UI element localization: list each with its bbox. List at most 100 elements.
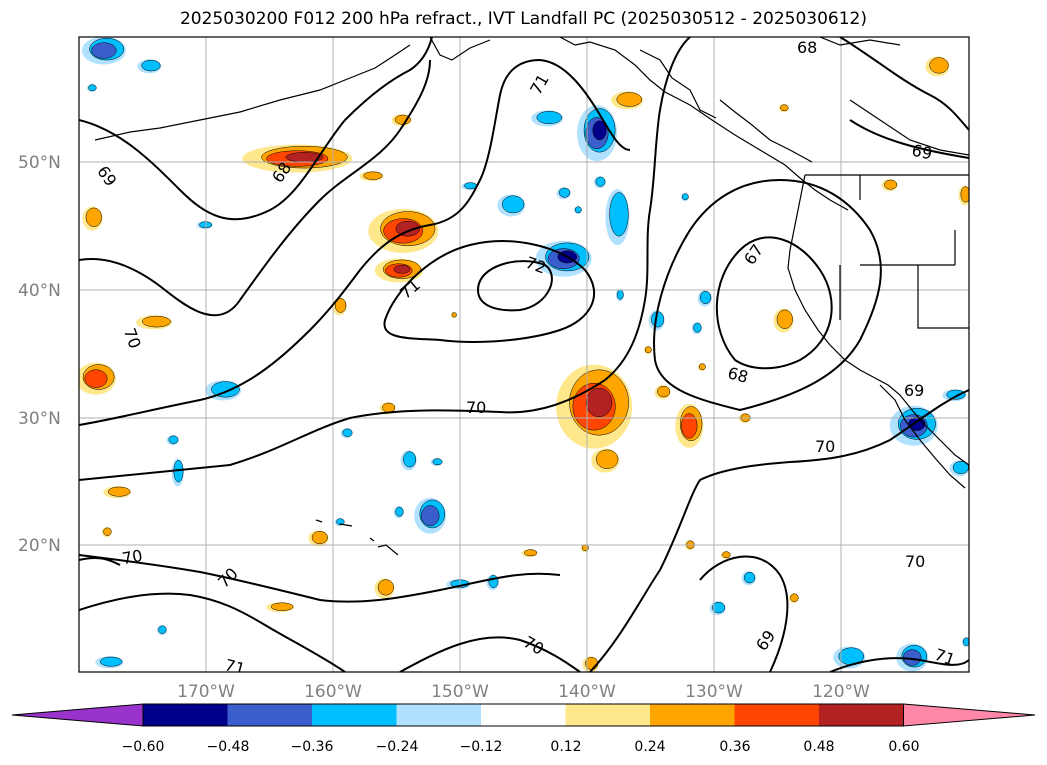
colorbar-tick-label: 0.60 [888,739,919,755]
lat-label-40n: 40°N [18,281,61,301]
contour-label: 68 [726,363,751,387]
latitude-labels: 50°N 40°N 30°N 20°N [18,153,61,556]
positive-anomaly-patch [524,549,538,557]
lon-label-120w: 120°W [812,682,870,702]
positive-anomaly-patch [595,449,619,469]
contour-label: 70 [905,552,925,571]
positive-anomaly-patch [780,104,789,112]
positive-anomaly-patch [616,92,643,107]
positive-anomaly-patch [85,207,102,227]
contour-label: 70 [121,546,144,568]
positive-anomaly-patch [657,385,671,398]
positive-anomaly-patch [334,298,347,313]
negative-anomaly-patch [88,84,97,92]
positive-anomaly-patch [681,413,698,439]
lon-label-170w: 170°W [177,682,235,702]
lon-label-130w: 130°W [685,682,743,702]
colorbar-tick-label: −0.48 [207,739,250,755]
colorbar-extend-low [11,703,144,727]
colorbar-segment [396,704,482,726]
negative-anomaly-patch [395,506,404,517]
positive-anomaly-patch [884,179,898,190]
colorbar-segment [227,704,313,726]
contour-label: 71 [223,655,248,679]
positive-anomaly-patch [103,527,112,536]
positive-anomaly-patch [311,531,328,545]
lon-label-140w: 140°W [558,682,616,702]
negative-anomaly-patch [432,458,443,466]
map-frame [78,36,970,673]
positive-anomaly-patch [776,309,793,329]
positive-anomaly-patch [790,593,799,602]
colorbar-segment [143,704,228,726]
colorbar-tick-label: −0.24 [376,739,419,755]
negative-anomaly-patch [168,435,179,444]
negative-anomaly-patch [946,389,966,400]
colorbar-tick-label: −0.60 [122,739,165,755]
colorbar: −0.60 −0.48 −0.36 −0.24 −0.12 0.12 0.24 … [11,703,1036,755]
negative-anomaly-patch [99,656,123,667]
colorbar-frame [142,703,904,727]
negative-anomaly-patch [536,111,563,125]
colorbar-extend-high [903,703,1036,727]
map-panel: 68 71 69 68 72 71 67 69 70 68 70 69 70 7… [79,37,969,679]
contour-label: 69 [910,141,934,164]
positive-anomaly-patch [581,544,589,552]
colorbar-tick-label: 0.36 [719,739,750,755]
positive-anomaly-patch [363,171,383,180]
anomaly-shading [79,37,969,672]
negative-anomaly-patch [403,451,417,468]
negative-anomaly-patch [141,59,161,72]
positive-anomaly-patch [451,312,457,318]
negative-anomaly-patch [558,187,571,198]
negative-anomaly-patch [574,206,582,214]
colorbar-tick-label: 0.24 [634,739,665,755]
colorbar-segment [734,704,820,726]
positive-anomaly-patch [142,315,171,328]
positive-anomaly-patch [84,369,108,388]
negative-anomaly-patch [91,42,117,59]
negative-anomaly-patch [336,518,345,526]
contour-label: 70 [466,398,486,417]
positive-anomaly-patch [393,264,411,274]
negative-anomaly-patch [501,195,525,214]
negative-anomaly-patch [712,601,726,614]
positive-anomaly-patch [395,220,420,237]
negative-anomaly-patch [693,322,702,333]
negative-anomaly-patch [609,192,629,237]
lon-label-160w: 160°W [304,682,362,702]
lat-label-30n: 30°N [18,409,61,429]
positive-anomaly-patch [960,186,969,203]
positive-anomaly-patch [644,346,652,354]
negative-anomaly-patch [420,505,440,527]
colorbar-segment [481,704,566,726]
colorbar-tick-label: 0.12 [550,739,581,755]
lat-label-20n: 20°N [18,536,61,556]
lat-label-50n: 50°N [18,153,61,173]
colorbar-segment [819,704,904,726]
map-title: 2025030200 F012 200 hPa refract., IVT La… [179,9,867,29]
negative-anomaly-patch [592,120,607,141]
colorbar-tick-label: −0.36 [291,739,334,755]
negative-anomaly-patch [616,289,624,300]
positive-anomaly-patch [382,402,396,413]
contour-label: 68 [797,38,817,57]
positive-anomaly-patch [107,486,131,497]
colorbar-tick-label: 0.48 [803,739,834,755]
negative-anomaly-patch [699,291,712,305]
longitude-labels: 170°W 160°W 150°W 140°W 130°W 120°W [177,682,870,702]
contour-label: 70 [815,437,835,456]
positive-anomaly-patch [722,551,731,559]
positive-anomaly-patch [698,363,706,371]
positive-anomaly-patch [929,57,949,74]
colorbar-segment [650,704,735,726]
negative-anomaly-patch [158,625,167,634]
colorbar-segment [312,704,397,726]
positive-anomaly-patch [270,602,294,611]
negative-anomaly-patch [488,575,499,589]
height-contours [79,37,969,672]
negative-anomaly-patch [342,428,353,437]
negative-anomaly-patch [211,381,240,398]
negative-anomaly-patch [743,571,756,584]
